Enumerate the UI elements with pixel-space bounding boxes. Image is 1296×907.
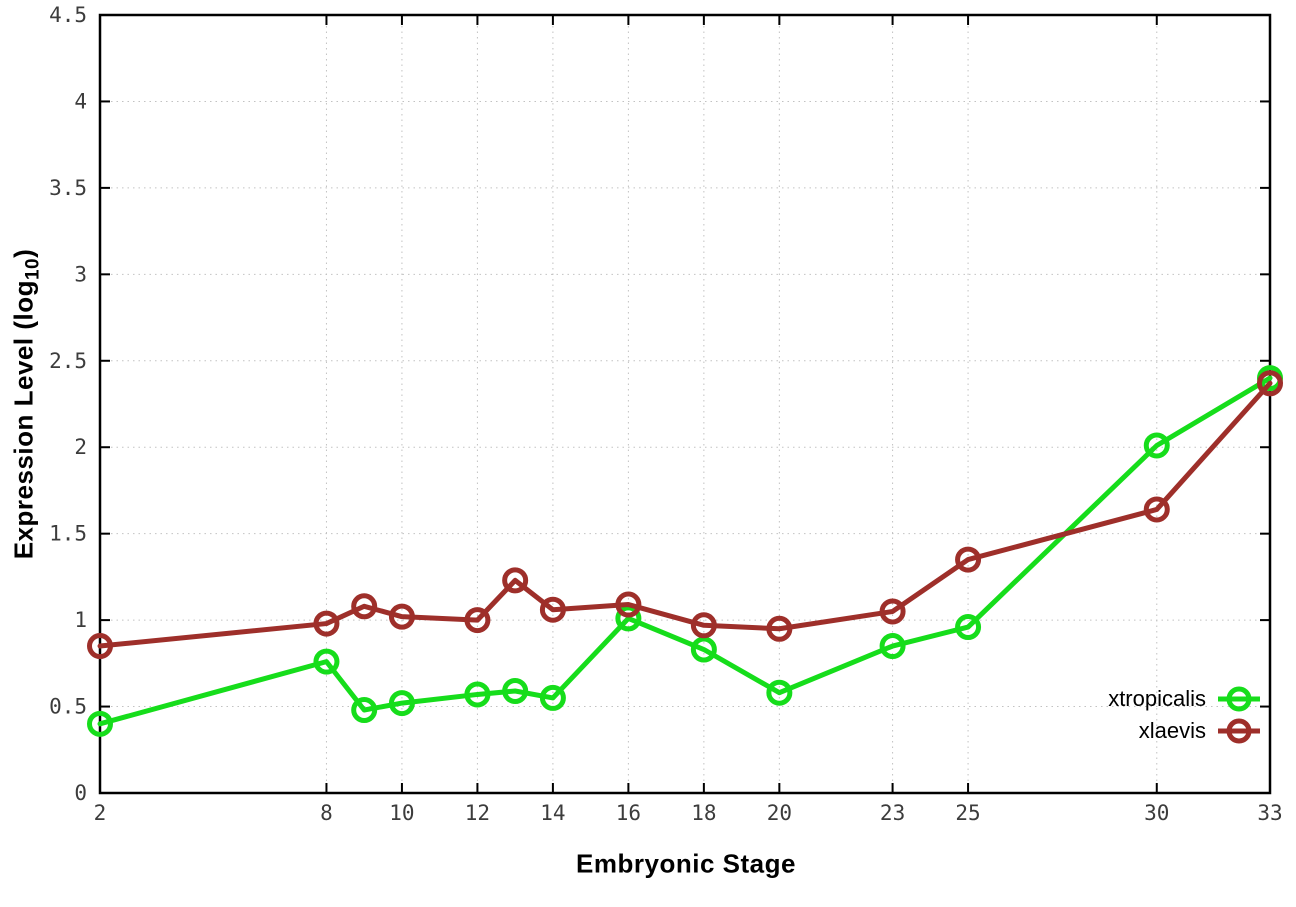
y-axis-title-close: ) <box>8 248 39 258</box>
x-tick-label: 16 <box>616 801 641 825</box>
y-axis-title-subscript: 10 <box>22 257 44 281</box>
data-point-xtropicalis <box>351 697 378 724</box>
y-tick-label: 1.5 <box>49 522 87 546</box>
data-point-xlaevis <box>351 593 378 620</box>
x-tick-label: 18 <box>691 801 716 825</box>
data-point-xlaevis <box>615 591 642 618</box>
legend: xtropicalis xlaevis <box>1108 684 1262 746</box>
data-point-xlaevis <box>502 567 529 594</box>
series-line-xlaevis <box>97 380 1273 649</box>
x-tick-label: 14 <box>540 801 565 825</box>
x-tick-label: 30 <box>1144 801 1169 825</box>
data-point-xlaevis <box>313 610 340 637</box>
data-point-xlaevis <box>1257 370 1283 397</box>
y-axis-title: Expression Level (log10) <box>8 248 44 560</box>
legend-label-xlaevis: xlaevis <box>1138 718 1206 743</box>
y-tick-label: 2 <box>74 435 87 459</box>
data-point-xtropicalis <box>464 681 491 708</box>
y-tick-label: 4 <box>74 89 87 113</box>
data-point-xtropicalis <box>539 684 566 711</box>
data-point-xlaevis <box>539 596 566 623</box>
data-point-xtropicalis <box>313 648 340 675</box>
data-point-xtropicalis <box>955 614 982 641</box>
y-tick-label: 1 <box>74 608 87 632</box>
legend-marker-xtropicalis-icon <box>1218 686 1260 712</box>
y-tick-label: 2.5 <box>49 349 87 373</box>
x-tick-label: 2 <box>94 801 107 825</box>
data-point-xlaevis <box>1143 496 1170 523</box>
x-tick-label: 10 <box>389 801 414 825</box>
data-point-xtropicalis <box>766 679 793 706</box>
series-line-xtropicalis <box>97 375 1273 727</box>
legend-sample-marker <box>1226 718 1252 744</box>
legend-sample-marker <box>1226 686 1252 712</box>
x-tick-label: 25 <box>955 801 980 825</box>
data-point-xtropicalis <box>388 690 415 717</box>
data-point-xlaevis <box>879 598 906 625</box>
legend-marker-xlaevis-icon <box>1218 718 1260 744</box>
y-tick-label: 4.5 <box>49 3 87 27</box>
data-point-xtropicalis <box>690 636 717 663</box>
data-point-xtropicalis <box>502 677 529 704</box>
x-tick-label: 12 <box>465 801 490 825</box>
y-tick-label: 0 <box>74 781 87 805</box>
x-axis-title: Embryonic Stage <box>576 848 796 879</box>
y-tick-label: 3 <box>74 262 87 286</box>
data-point-xtropicalis <box>87 710 113 737</box>
data-point-xlaevis <box>690 612 717 639</box>
legend-label-xtropicalis: xtropicalis <box>1108 686 1206 711</box>
plot-border <box>98 13 1272 795</box>
legend-item-xtropicalis: xtropicalis <box>1108 684 1262 714</box>
legend-item-xlaevis: xlaevis <box>1139 716 1262 746</box>
data-point-xlaevis <box>955 546 982 573</box>
y-axis-title-text: Expression Level (log <box>8 280 39 560</box>
x-tick-label: 8 <box>320 801 333 825</box>
data-point-xtropicalis <box>615 605 642 632</box>
data-point-xtropicalis <box>1143 432 1170 459</box>
data-point-xtropicalis <box>879 633 906 660</box>
data-point-xlaevis <box>766 615 793 642</box>
x-tick-label: 23 <box>880 801 905 825</box>
y-tick-label: 3.5 <box>49 176 87 200</box>
x-tick-label: 33 <box>1257 801 1282 825</box>
x-tick-label: 20 <box>767 801 792 825</box>
y-tick-label: 0.5 <box>49 695 87 719</box>
data-point-xlaevis <box>388 603 415 630</box>
data-point-xlaevis <box>87 633 113 660</box>
data-point-xlaevis <box>464 607 491 634</box>
